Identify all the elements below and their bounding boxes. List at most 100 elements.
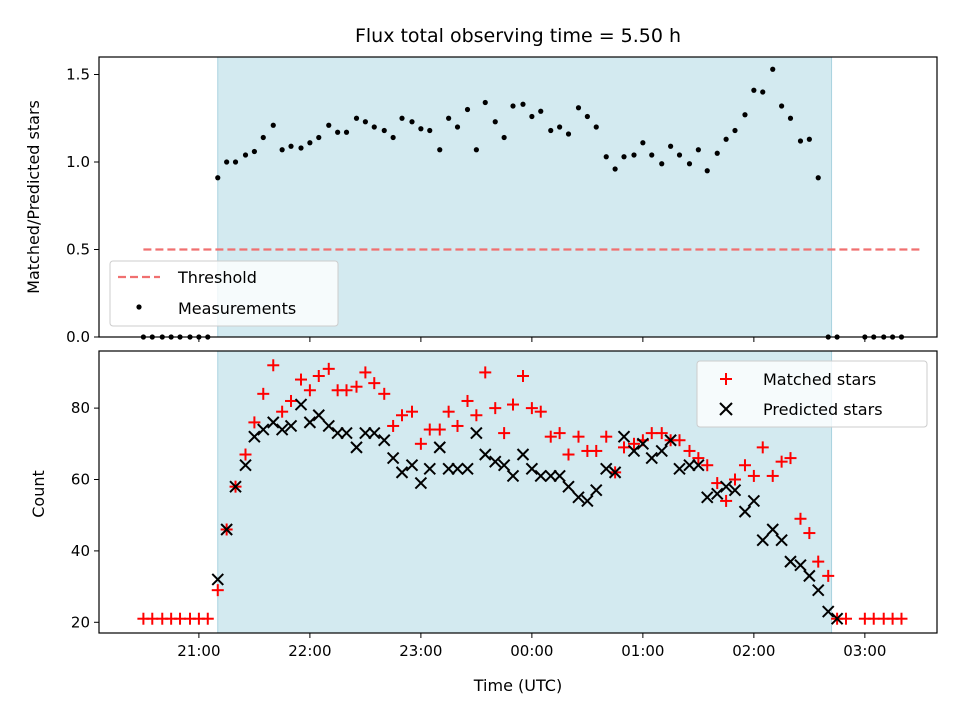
bottom-x-ticks: 21:00 22:00 23:00 00:00 01:00 02:00 03:00 bbox=[177, 633, 886, 660]
predicted-star-point bbox=[803, 569, 816, 583]
predicted-star-point bbox=[312, 409, 325, 422]
measurement-point bbox=[695, 147, 701, 153]
measurement-point bbox=[714, 150, 720, 156]
predicted-star-point bbox=[239, 459, 252, 472]
matched-star-point bbox=[655, 427, 668, 440]
predicted-star-point bbox=[257, 423, 270, 436]
matched-star-point bbox=[895, 612, 908, 625]
matched-star-point bbox=[738, 459, 751, 472]
predicted-star-point bbox=[423, 462, 436, 476]
measurement-point bbox=[454, 124, 461, 130]
predicted-star-point bbox=[229, 480, 242, 493]
predicted-star-point bbox=[451, 462, 464, 476]
bottom-y-tick-label: 80 bbox=[71, 399, 90, 417]
measurement-point bbox=[464, 106, 471, 113]
measurement-point bbox=[288, 143, 294, 149]
predicted-stars-points bbox=[211, 398, 844, 625]
measurement-point bbox=[279, 147, 285, 153]
measurement-point bbox=[548, 127, 554, 134]
measurement-point bbox=[612, 166, 618, 172]
matched-star-point bbox=[433, 423, 446, 436]
measurement-point bbox=[215, 175, 221, 181]
measurement-point bbox=[529, 113, 535, 120]
measurement-point bbox=[482, 99, 488, 106]
bottom-legend-box bbox=[696, 360, 928, 428]
measurement-point bbox=[593, 124, 599, 130]
matched-star-point bbox=[387, 419, 400, 432]
matched-star-point bbox=[627, 437, 640, 450]
matched-star-point bbox=[728, 473, 741, 486]
measurement-point bbox=[371, 124, 377, 130]
predicted-star-point bbox=[627, 444, 641, 458]
predicted-star-point bbox=[756, 533, 769, 547]
matched-star-point bbox=[617, 441, 630, 454]
predicted-star-point bbox=[350, 441, 363, 454]
matched-star-point bbox=[378, 387, 391, 400]
predicted-star-point bbox=[553, 469, 566, 483]
predicted-star-point bbox=[378, 434, 391, 447]
bottom-x-tick-label: 03:00 bbox=[843, 642, 886, 660]
measurement-point bbox=[307, 140, 313, 146]
measurement-point bbox=[335, 129, 341, 135]
predicted-star-point bbox=[284, 419, 298, 433]
matched-star-point bbox=[553, 427, 566, 440]
bottom-axes-frame bbox=[98, 350, 938, 634]
predicted-star-point bbox=[248, 430, 261, 443]
predicted-star-point bbox=[368, 426, 381, 440]
predicted-star-point bbox=[655, 444, 668, 458]
predicted-star-point bbox=[572, 491, 585, 504]
predicted-star-point bbox=[711, 487, 724, 500]
predicted-star-point bbox=[636, 437, 650, 451]
predicted-star-point bbox=[581, 494, 594, 508]
predicted-star-point bbox=[303, 416, 317, 429]
matched-star-point bbox=[211, 584, 224, 597]
predicted-star-point bbox=[534, 469, 547, 483]
matched-stars-points bbox=[137, 359, 908, 625]
predicted-star-point bbox=[489, 455, 502, 468]
bottom-y-tick-label: 60 bbox=[71, 471, 90, 489]
measurement-point bbox=[437, 147, 443, 153]
matched-star-point bbox=[803, 527, 816, 540]
measurement-point bbox=[446, 115, 452, 121]
top-y-tick-label: 1.0 bbox=[66, 153, 90, 171]
predicted-star-point bbox=[747, 494, 761, 508]
measurement-point bbox=[510, 103, 516, 109]
measurement-point bbox=[742, 112, 748, 118]
matched-star-point bbox=[516, 369, 529, 382]
predicted-star-point bbox=[784, 555, 797, 568]
predicted-star-point bbox=[830, 612, 844, 625]
matched-star-point bbox=[590, 444, 603, 457]
measurement-point bbox=[242, 152, 249, 158]
matched-star-point bbox=[683, 444, 696, 457]
bottom-x-tick-label: 00:00 bbox=[510, 642, 553, 660]
predicted-star-point bbox=[461, 462, 474, 476]
measurement-point bbox=[751, 87, 757, 93]
matched-star-point bbox=[303, 384, 316, 397]
matched-star-point bbox=[470, 409, 483, 422]
matched-star-point bbox=[489, 402, 502, 415]
measurement-point bbox=[797, 138, 804, 144]
predicted-star-point bbox=[386, 451, 400, 465]
measurement-point bbox=[640, 140, 646, 146]
measurement-point bbox=[538, 108, 544, 114]
predicted-star-point bbox=[294, 398, 308, 411]
measurement-point bbox=[251, 148, 257, 155]
matched-star-point bbox=[359, 366, 372, 379]
predicted-star-point bbox=[562, 480, 575, 493]
bottom-x-axis-label: Time (UTC) bbox=[473, 676, 562, 695]
measurement-point bbox=[224, 159, 230, 165]
matched-star-point bbox=[461, 394, 474, 407]
measurement-point bbox=[704, 168, 710, 174]
matched-star-point bbox=[812, 555, 825, 568]
matched-star-point bbox=[701, 459, 714, 472]
measurement-point bbox=[631, 152, 637, 158]
matched-star-point bbox=[451, 419, 464, 432]
measurement-point bbox=[399, 115, 405, 121]
matched-star-point bbox=[396, 409, 409, 422]
matched-star-point bbox=[257, 387, 270, 400]
measurement-point bbox=[520, 101, 526, 107]
measurement-point bbox=[557, 124, 563, 130]
measurement-point bbox=[760, 89, 766, 95]
predicted-star-point bbox=[766, 523, 779, 536]
measurement-point bbox=[343, 129, 350, 135]
